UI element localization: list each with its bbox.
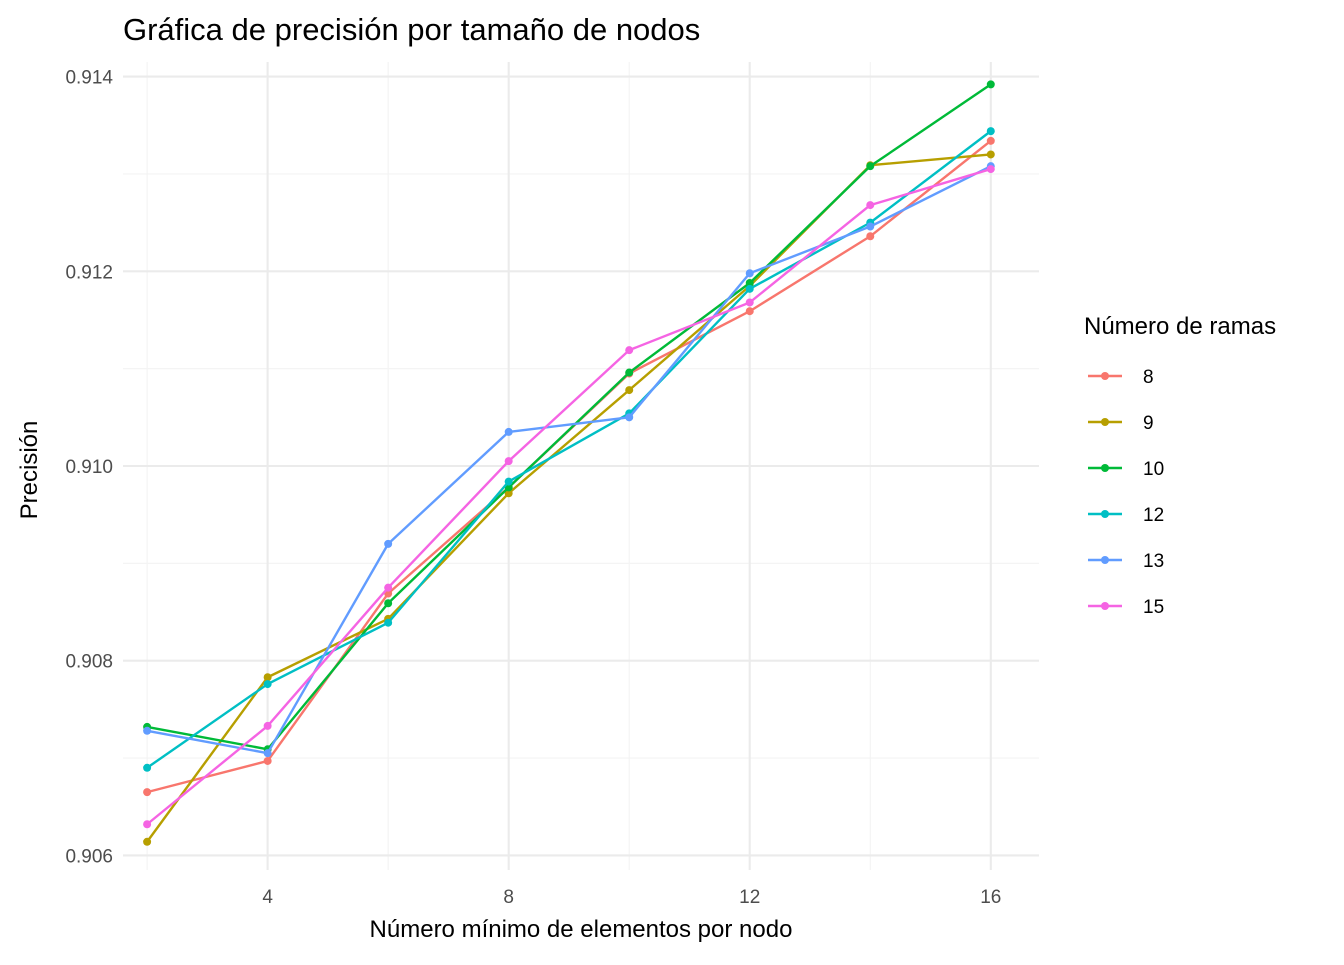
- data-point: [263, 721, 272, 730]
- legend-label: 15: [1143, 597, 1164, 618]
- x-tick-label: 8: [503, 887, 514, 908]
- data-point: [263, 673, 272, 682]
- y-axis-title: Precisión: [16, 421, 43, 520]
- data-point: [625, 368, 634, 377]
- data-point: [745, 307, 754, 316]
- y-tick-label: 0.906: [65, 846, 113, 867]
- x-tick-label: 4: [262, 887, 273, 908]
- legend-label: 13: [1143, 551, 1164, 572]
- data-point: [625, 413, 634, 422]
- series-13: [143, 162, 995, 758]
- y-tick-label: 0.908: [65, 652, 113, 673]
- data-point: [745, 284, 754, 293]
- y-axis-ticks: 0.906 0.908 0.910 0.912 0.914: [65, 68, 113, 868]
- data-point: [866, 232, 875, 241]
- data-point: [504, 489, 513, 498]
- legend-key-point: [1101, 602, 1109, 610]
- data-point: [384, 599, 393, 608]
- legend-key-point: [1101, 372, 1109, 380]
- legend-items: 8 9 10 12 13 15: [1088, 367, 1164, 618]
- data-point: [745, 278, 754, 287]
- data-point: [986, 80, 995, 89]
- data-point: [143, 726, 152, 735]
- y-tick-label: 0.914: [65, 68, 113, 89]
- x-axis-title: Número mínimo de elementos por nodo: [370, 916, 793, 943]
- legend-title: Número de ramas: [1084, 313, 1276, 340]
- data-point: [504, 457, 513, 466]
- data-point: [986, 127, 995, 136]
- legend-item: 10: [1088, 459, 1164, 480]
- series-line: [146, 83, 992, 751]
- legend: Número de ramas 8 9 10 12 13 15: [1084, 313, 1276, 618]
- data-point: [625, 346, 634, 355]
- data-point: [986, 150, 995, 159]
- series-10: [143, 80, 995, 754]
- data-point: [504, 477, 513, 486]
- series-line: [146, 167, 992, 826]
- data-point: [143, 820, 152, 829]
- series-15: [143, 165, 995, 829]
- x-tick-label: 16: [980, 887, 1001, 908]
- legend-key-point: [1101, 510, 1109, 518]
- series-line: [146, 130, 992, 769]
- series-line: [146, 153, 991, 843]
- legend-label: 9: [1143, 413, 1154, 434]
- chart-title: Gráfica de precisión por tamaño de nodos: [123, 12, 700, 47]
- data-point: [625, 386, 634, 395]
- legend-key-point: [1101, 418, 1109, 426]
- legend-item: 13: [1088, 551, 1164, 572]
- legend-item: 8: [1088, 367, 1154, 388]
- data-point: [263, 756, 272, 765]
- legend-item: 12: [1088, 505, 1164, 526]
- data-point: [986, 165, 995, 174]
- data-point: [866, 222, 875, 231]
- series-line: [146, 165, 992, 755]
- legend-key-point: [1101, 464, 1109, 472]
- legend-item: 15: [1088, 597, 1164, 618]
- data-point: [745, 269, 754, 278]
- series-9: [143, 150, 995, 846]
- legend-label: 8: [1143, 367, 1154, 388]
- y-tick-label: 0.912: [65, 262, 113, 283]
- data-point: [504, 427, 513, 436]
- legend-item: 9: [1088, 413, 1154, 434]
- series-layer: [143, 80, 995, 846]
- data-point: [866, 162, 875, 171]
- data-point: [263, 680, 272, 689]
- data-point: [384, 539, 393, 548]
- grid: [123, 62, 1039, 870]
- x-axis-ticks: 4 8 12 16: [262, 887, 1001, 908]
- data-point: [384, 618, 393, 627]
- legend-label: 12: [1143, 505, 1164, 526]
- x-tick-label: 12: [739, 887, 760, 908]
- data-point: [143, 837, 152, 846]
- legend-label: 10: [1143, 459, 1164, 480]
- legend-key-point: [1101, 556, 1109, 564]
- data-point: [384, 583, 393, 592]
- data-point: [263, 749, 272, 758]
- data-point: [986, 136, 995, 145]
- y-tick-label: 0.910: [65, 457, 113, 478]
- data-point: [143, 763, 152, 772]
- data-point: [745, 298, 754, 307]
- data-point: [143, 788, 152, 797]
- data-point: [866, 201, 875, 210]
